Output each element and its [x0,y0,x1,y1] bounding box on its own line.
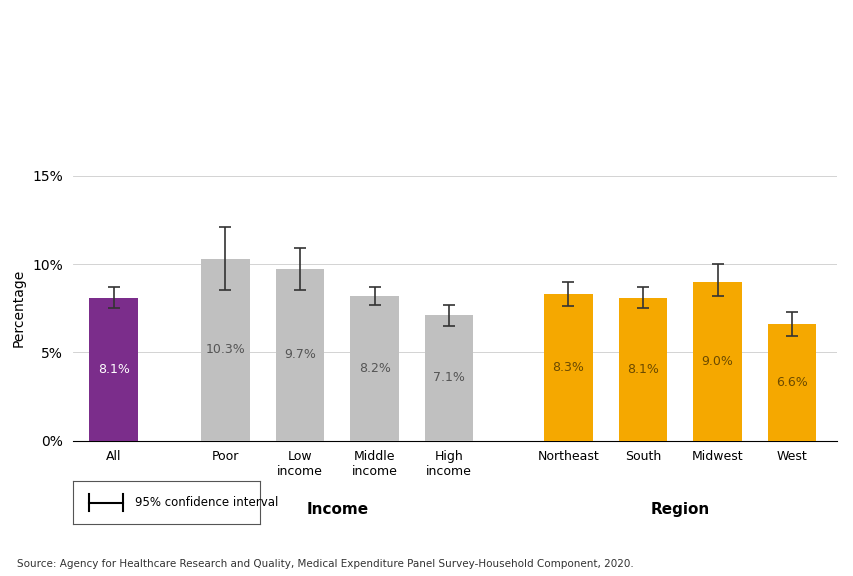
Bar [350,296,398,441]
Text: Figure 2. Percentage of adults aged 18 and older who received any: Figure 2. Percentage of adults aged 18 a… [37,28,697,46]
Bar [618,298,666,441]
Text: 8.3%: 8.3% [552,361,583,374]
Text: Region: Region [650,502,709,517]
Bar [201,259,249,441]
Text: heart disease treatment by income and region, 2020: heart disease treatment by income and re… [108,75,625,93]
Bar [693,282,741,441]
Text: 9.7%: 9.7% [284,348,316,362]
Bar [425,315,473,441]
Text: Source: Agency for Healthcare Research and Quality, Medical Expenditure Panel Su: Source: Agency for Healthcare Research a… [17,559,633,569]
Bar [90,298,137,441]
Text: 9.0%: 9.0% [701,355,733,367]
Bar [767,324,815,441]
Bar [543,294,592,441]
Text: 95% confidence interval: 95% confidence interval [135,496,277,509]
Bar [276,270,324,441]
Text: 8.2%: 8.2% [358,362,390,375]
Text: 8.1%: 8.1% [626,363,659,376]
Text: 10.3%: 10.3% [206,343,245,356]
Text: 8.1%: 8.1% [97,363,130,376]
Text: 7.1%: 7.1% [432,372,465,384]
Text: 6.6%: 6.6% [775,376,807,389]
Text: Income: Income [306,502,368,517]
Y-axis label: Percentage: Percentage [11,269,25,347]
